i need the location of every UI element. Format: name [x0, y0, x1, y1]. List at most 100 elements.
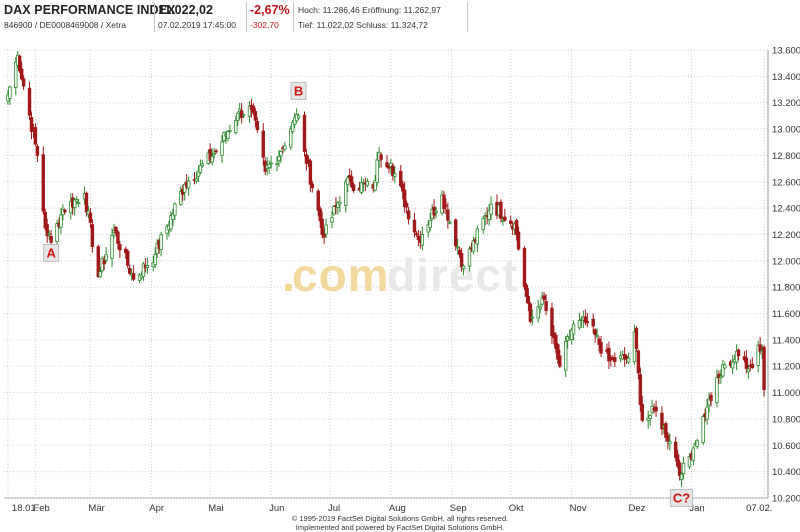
- candle-body: [365, 181, 370, 186]
- candle-up: [47, 230, 51, 240]
- candle-up: [194, 171, 199, 184]
- y-tick-label: 10.800: [772, 414, 800, 425]
- candle-up: [141, 261, 146, 281]
- candle-up: [275, 156, 279, 172]
- x-tick-label: Aug: [389, 503, 406, 514]
- y-tick-label: 13.200: [772, 98, 800, 109]
- candle-up: [538, 304, 542, 314]
- change-cell: -2,67% -302,70: [250, 0, 290, 33]
- candle-body: [583, 316, 588, 323]
- candle-body: [571, 323, 576, 335]
- candle-down: [634, 326, 639, 352]
- wave-markers: A B C?: [43, 81, 694, 507]
- candle-body: [19, 68, 24, 80]
- y-tick-label: 11.800: [772, 283, 800, 294]
- candle-up: [530, 309, 535, 326]
- candle-body: [196, 170, 201, 177]
- candle-up: [110, 228, 114, 268]
- candle-body: [526, 296, 531, 304]
- candle-down: [624, 354, 629, 365]
- candle-body: [318, 208, 322, 222]
- candle-body: [607, 347, 611, 362]
- candle-body: [471, 240, 476, 252]
- candle-body: [126, 250, 130, 266]
- candle-down: [116, 230, 120, 250]
- candle-down: [308, 158, 313, 193]
- x-axis: 18.01.Feb Mär Apr Mai Jun Jul Aug Sep Okt Nov Dez J…: [12, 503, 773, 514]
- candle-body: [210, 156, 214, 163]
- candle-up: [626, 352, 631, 365]
- candle-down: [126, 249, 130, 269]
- quote-header: DAX PERFORMANCE INDEX 846900 / DE0008469…: [0, 0, 800, 36]
- chart-grid: [4, 49, 769, 499]
- candle-body: [736, 349, 741, 357]
- candle-body: [324, 224, 328, 235]
- candle-body: [55, 223, 59, 242]
- candle-up: [186, 176, 191, 196]
- candle-up: [234, 115, 238, 135]
- wave-marker-a: A: [43, 243, 60, 262]
- candle-body: [762, 346, 766, 391]
- candle-body: [379, 154, 383, 160]
- candle-down: [127, 264, 132, 276]
- candle-down: [391, 163, 395, 181]
- candle-down: [457, 246, 462, 258]
- candle-body: [27, 87, 32, 116]
- candle-up: [283, 141, 287, 152]
- candle-up: [691, 445, 696, 466]
- y-tick-label: 13.400: [772, 72, 800, 83]
- candle-body: [88, 212, 93, 223]
- candle-down: [524, 282, 529, 304]
- candle-up: [471, 236, 476, 255]
- candle-down: [542, 291, 546, 301]
- candle-up: [577, 312, 582, 330]
- candle-body: [76, 202, 81, 205]
- candle-down: [45, 218, 49, 243]
- candle-body: [33, 127, 38, 145]
- candle-body: [169, 215, 173, 230]
- y-axis: 10.200 10.400 10.600 10.800 11.000 11.200 11.4…: [772, 46, 800, 505]
- x-tick-label: Jul: [328, 503, 340, 514]
- candle-up: [648, 414, 652, 427]
- candle-body: [344, 181, 348, 206]
- candle-body: [707, 398, 711, 406]
- candle-down: [385, 155, 389, 169]
- candle-body: [640, 403, 645, 421]
- candle-body: [59, 214, 63, 228]
- candle-up: [55, 219, 59, 246]
- candle-body: [599, 342, 603, 354]
- candle-body: [116, 231, 120, 244]
- candle-down: [583, 309, 588, 326]
- candle-body: [434, 210, 438, 213]
- candle-up: [434, 206, 438, 219]
- candle-up: [746, 364, 751, 379]
- candle-up: [76, 198, 81, 207]
- candle-down: [35, 144, 40, 162]
- candle-body: [646, 417, 650, 421]
- marker-box: [670, 489, 694, 507]
- candle-body: [554, 334, 558, 349]
- candle-body: [420, 233, 425, 246]
- candle-body: [255, 121, 260, 131]
- candle-up: [420, 226, 425, 251]
- candle-body: [173, 203, 177, 216]
- candle-up: [344, 178, 348, 213]
- candle-down: [509, 215, 513, 227]
- copyright-line-2: Implemented and powered by FactSet Digit…: [295, 523, 505, 532]
- candle-up: [267, 160, 271, 174]
- candle-body: [744, 357, 749, 369]
- marker-label: A: [46, 245, 56, 260]
- y-tick-label: 10.600: [772, 441, 800, 452]
- candle-up: [104, 247, 108, 263]
- candle-body: [509, 220, 513, 224]
- candle-up: [569, 327, 574, 345]
- candle-body: [528, 303, 533, 322]
- candle-body: [220, 141, 224, 156]
- candle-body: [487, 210, 491, 220]
- candle-body: [558, 355, 562, 367]
- candle-body: [74, 199, 79, 202]
- candle-body: [723, 364, 727, 369]
- candle-up: [173, 202, 177, 221]
- candle-down: [131, 265, 136, 282]
- candle-down: [599, 336, 603, 358]
